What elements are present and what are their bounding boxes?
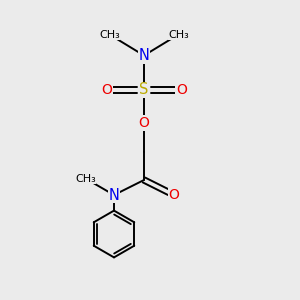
Text: N: N [139, 48, 149, 63]
Text: O: O [176, 83, 187, 97]
Text: S: S [139, 82, 149, 98]
Text: N: N [109, 188, 119, 202]
Text: CH₃: CH₃ [99, 29, 120, 40]
Text: O: O [101, 83, 112, 97]
Text: O: O [169, 188, 179, 202]
Text: CH₃: CH₃ [168, 29, 189, 40]
Text: CH₃: CH₃ [75, 173, 96, 184]
Text: O: O [139, 116, 149, 130]
